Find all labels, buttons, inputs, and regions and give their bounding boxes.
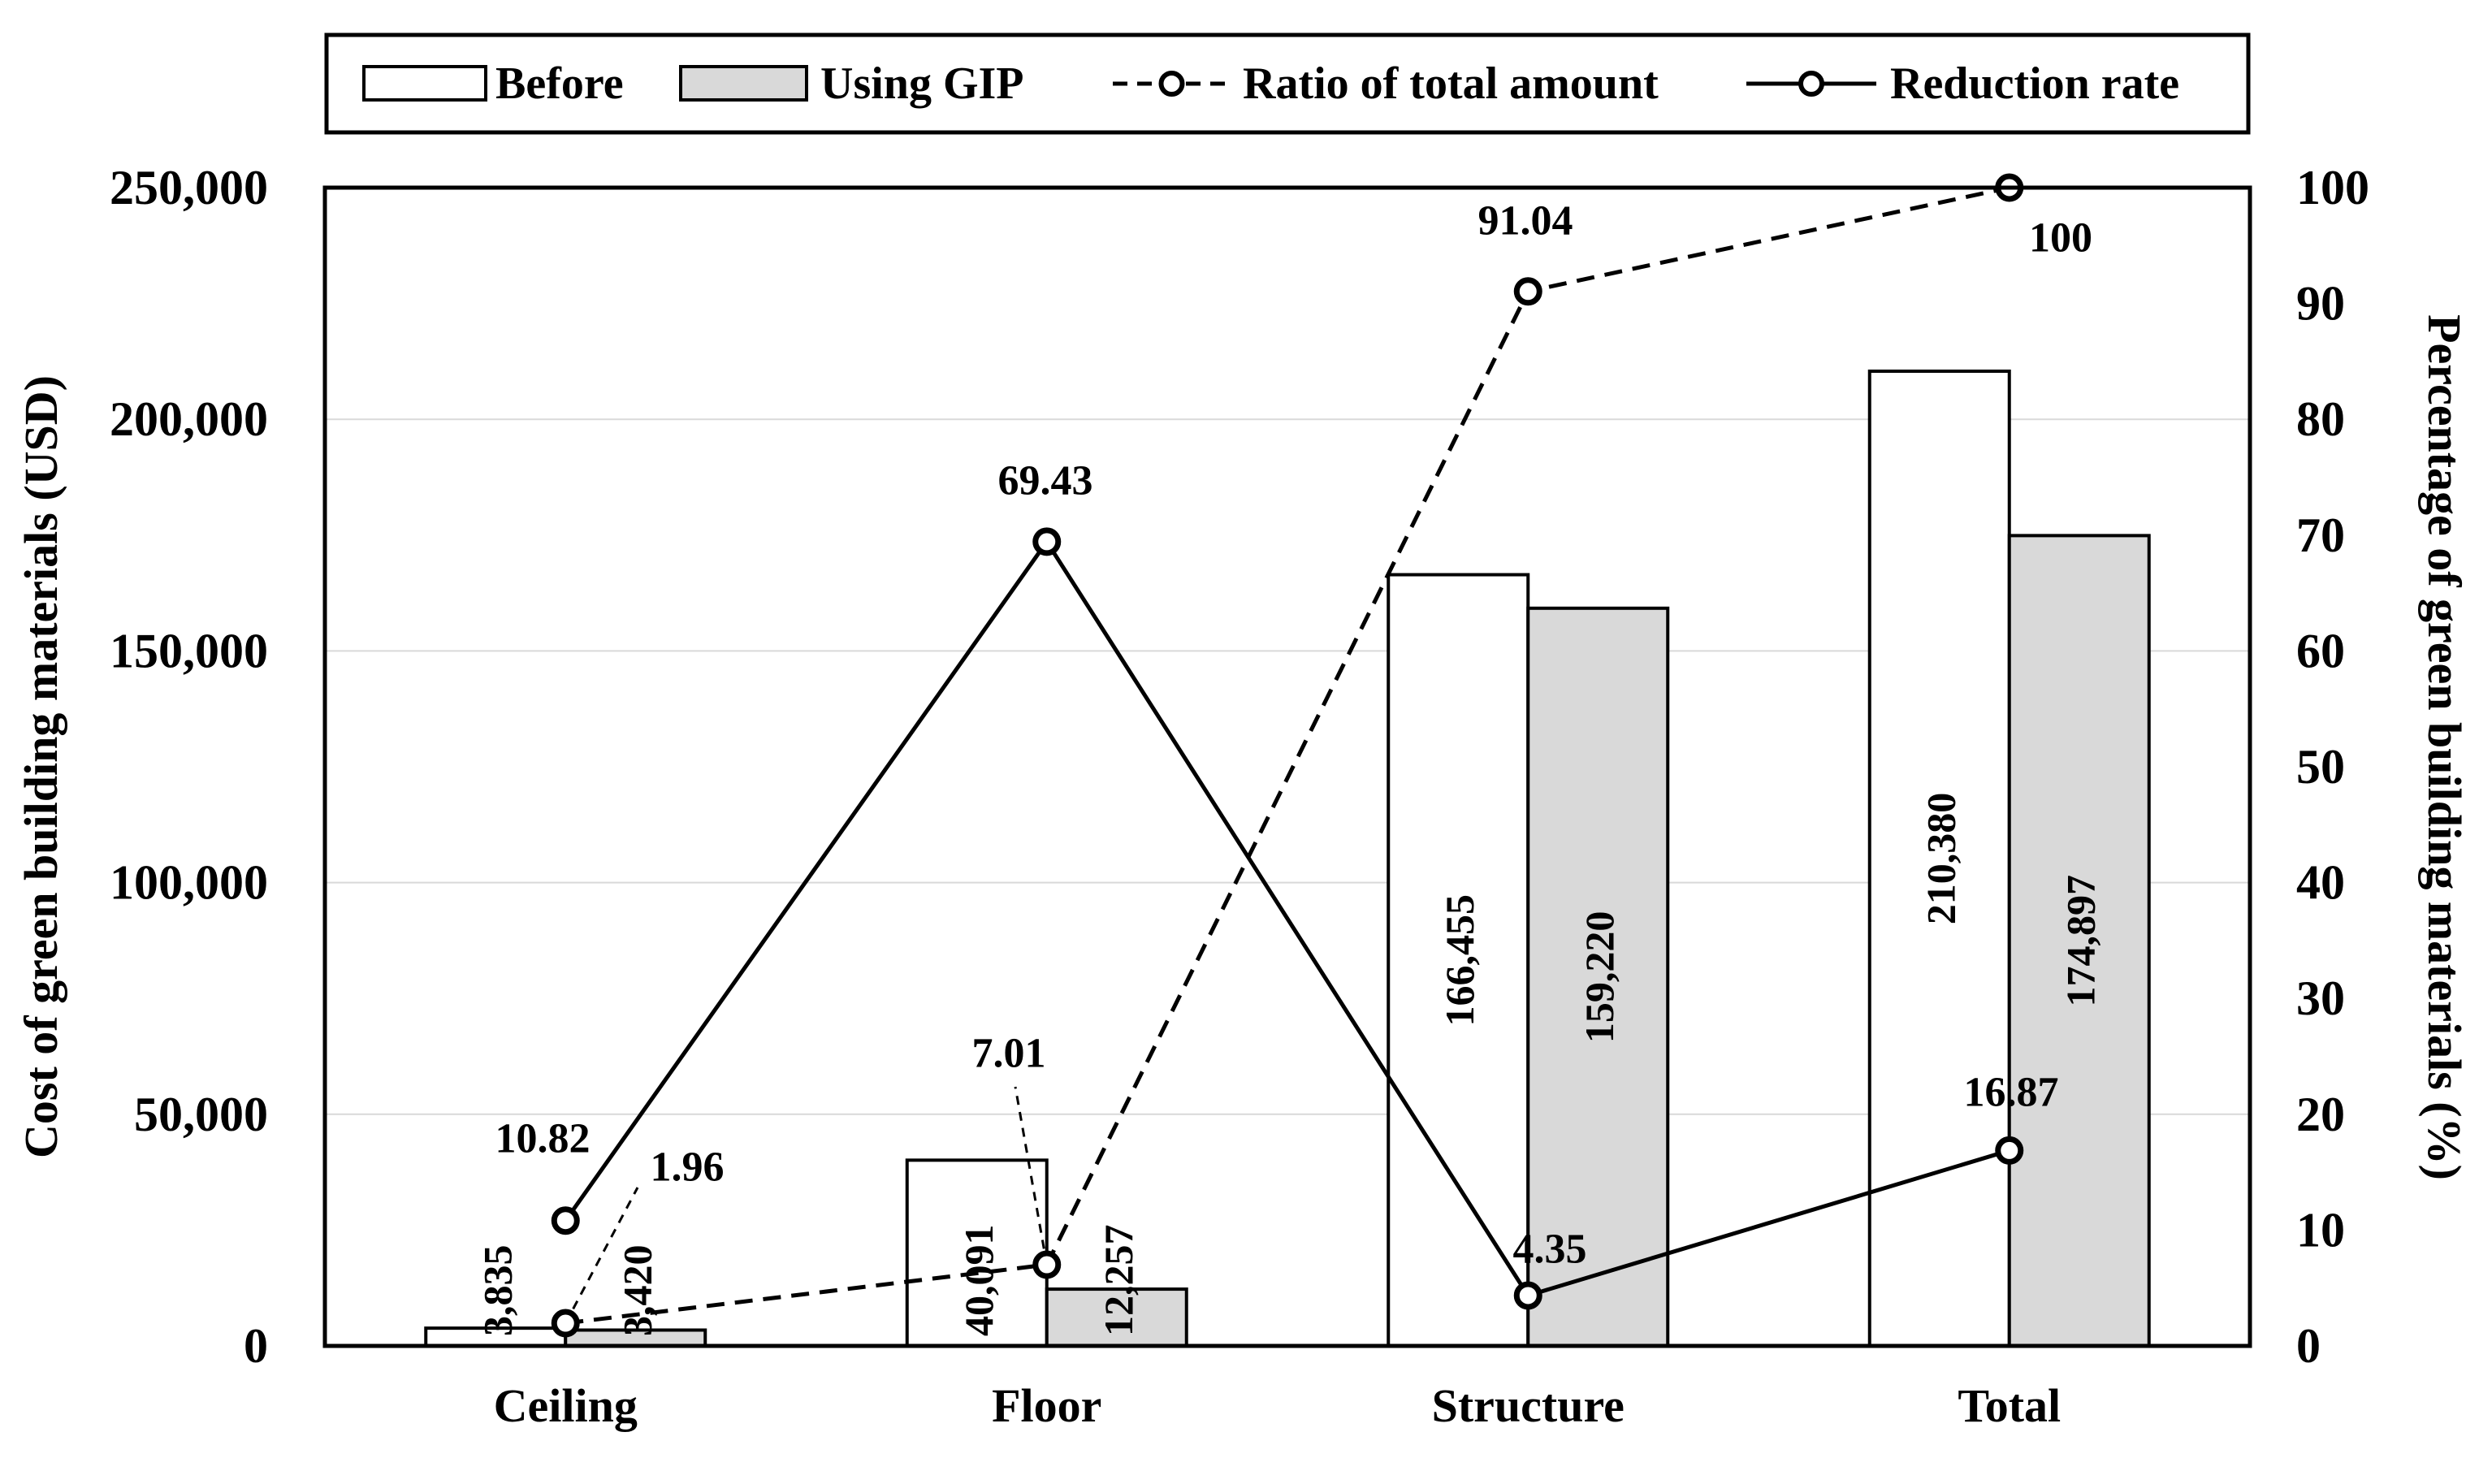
data-point-dashed-floor [1032,1250,1062,1279]
bar-before-total [1867,369,2011,1348]
legend-swatch-1 [679,65,808,102]
right-axis-tick: 80 [2296,392,2345,446]
bar-label: 40,091 [956,1225,1002,1337]
legend-marker-2 [1158,71,1185,97]
right-axis-tick: 50 [2296,740,2345,794]
right-axis-title: Percentage of green building materials (… [2418,314,2471,1180]
right-axis-tick: 70 [2296,508,2345,562]
data-point-dashed-structure [1513,277,1542,306]
bar-label: 3,835 [474,1245,520,1337]
left-axis-tick: 200,000 [110,392,268,446]
right-axis-tick: 40 [2296,856,2345,910]
category-label-total: Total [1958,1379,2061,1432]
bar-using-gip-total [2007,534,2151,1348]
legend-label-1: Using GIP [820,58,1024,109]
bar-using-gip-structure [1526,606,1670,1348]
left-axis-tick: 250,000 [110,161,268,214]
data-point-solid-structure [1513,1281,1542,1310]
right-axis-tick: 100 [2296,161,2369,214]
legend-marker-3 [1798,71,1824,97]
category-label-floor: Floor [992,1379,1101,1432]
right-axis-tick: 60 [2296,624,2345,677]
legend-label-0: Before [495,58,624,109]
left-axis-tick: 0 [244,1319,268,1373]
legend-box [324,32,2251,135]
plot-border [322,185,2252,1348]
left-axis-title: Cost of green building materials (USD) [15,375,67,1158]
bar-before-structure [1387,573,1530,1348]
point-label: 100 [2029,215,2092,262]
point-label: 1.96 [651,1144,725,1191]
data-point-dashed-ceiling [551,1309,580,1338]
point-label: 69.43 [998,458,1093,504]
point-label: 10.82 [495,1116,591,1162]
data-point-solid-floor [1032,527,1062,556]
bar-using-gip-floor [1045,1287,1188,1348]
bar-label: 3,420 [614,1245,660,1337]
left-axis-tick: 50,000 [134,1088,268,1141]
bar-label: 12,257 [1096,1225,1141,1337]
label-leader [1014,1086,1049,1266]
right-axis-tick: 90 [2296,277,2345,331]
left-axis-tick: 100,000 [110,856,268,910]
point-label: 4.35 [1513,1227,1587,1273]
point-label: 7.01 [972,1031,1046,1077]
right-axis-tick: 10 [2296,1203,2345,1257]
legend-label-2: Ratio of total amount [1243,58,1659,109]
right-axis-tick: 30 [2296,971,2345,1025]
legend-swatch-0 [362,65,487,102]
left-axis-tick: 150,000 [110,624,268,677]
point-label: 16.87 [1964,1070,2059,1116]
bar-label: 166,455 [1437,894,1482,1027]
category-label-ceiling: Ceiling [494,1379,638,1432]
bar-label: 210,380 [1919,793,1964,925]
data-point-solid-ceiling [551,1206,580,1235]
category-label-structure: Structure [1432,1379,1625,1432]
right-axis-tick: 0 [2296,1319,2321,1373]
legend-label-3: Reduction rate [1890,58,2179,109]
bar-label: 159,220 [1577,911,1622,1044]
point-label: 91.04 [1478,198,1573,244]
line-dashed [565,185,2010,1326]
bar-label: 174,897 [2058,875,2104,1007]
data-point-solid-total [1995,1136,2024,1165]
right-axis-tick: 20 [2296,1088,2345,1141]
line-solid [564,538,2010,1298]
